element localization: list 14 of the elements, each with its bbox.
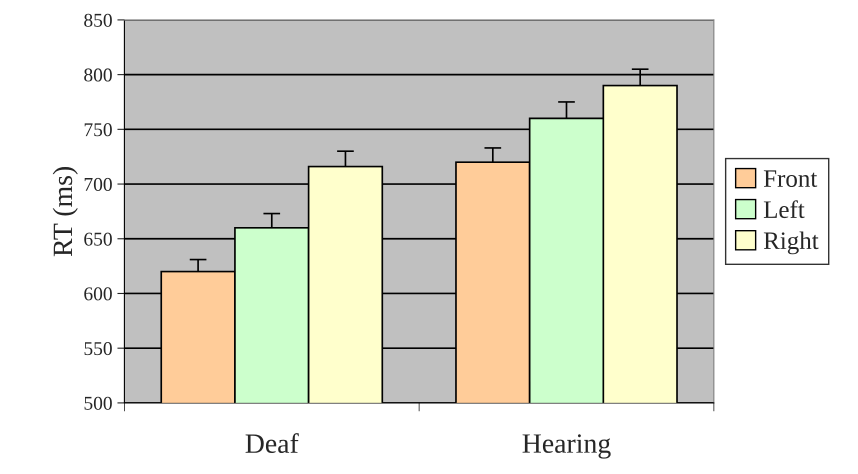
y-tick-label: 850 [84,14,112,27]
legend-label: Left [764,200,805,218]
legend-label: Front [764,170,818,188]
x-tick-label: Hearing [522,434,611,459]
x-tick-label: Deaf [246,433,299,454]
y-tick-label: 550 [84,342,112,356]
y-axis-title: RT (ms) [52,167,78,256]
y-tick-label: 650 [84,232,112,246]
y-tick-label: 750 [84,123,112,136]
legend-label: Right [764,232,819,254]
y-tick-label: 600 [84,287,112,300]
y-tick-label: 700 [84,178,112,191]
y-tick-label: 500 [84,396,112,410]
y-tick-label: 800 [84,68,112,82]
